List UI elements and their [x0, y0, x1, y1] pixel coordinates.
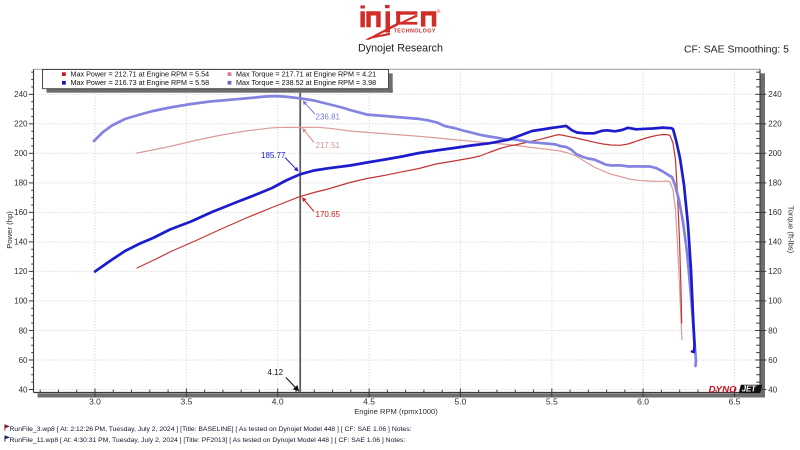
svg-text:3.0: 3.0 [89, 397, 101, 407]
svg-text:Max Power = 212.71 at Engine R: Max Power = 212.71 at Engine RPM = 5.54 [71, 70, 210, 79]
svg-text:240: 240 [768, 90, 782, 99]
svg-text:RunFile_11.wp8 [ At: 4:30:31 P: RunFile_11.wp8 [ At: 4:30:31 PM, Tuesday… [10, 437, 406, 444]
svg-text:236.81: 236.81 [316, 113, 341, 122]
svg-text:140: 140 [768, 238, 782, 247]
svg-text:220: 220 [14, 120, 28, 129]
svg-text:5.0: 5.0 [454, 397, 466, 407]
svg-text:DYNO: DYNO [709, 385, 738, 396]
svg-text:3.5: 3.5 [180, 397, 192, 407]
svg-text:Max Torque = 217.71 at Engine: Max Torque = 217.71 at Engine RPM = 4.21 [236, 70, 376, 79]
svg-text:40: 40 [19, 385, 28, 394]
svg-text:100: 100 [14, 297, 28, 306]
svg-text:4.5: 4.5 [363, 397, 375, 407]
svg-text:6.0: 6.0 [637, 397, 649, 407]
svg-text:170.65: 170.65 [316, 210, 341, 219]
svg-text:40: 40 [768, 385, 777, 394]
svg-text:200: 200 [768, 149, 782, 158]
svg-text:Max Torque = 238.52 at Engine: Max Torque = 238.52 at Engine RPM = 3.98 [236, 78, 376, 87]
svg-text:180: 180 [14, 179, 28, 188]
svg-text:180: 180 [768, 179, 782, 188]
svg-text:Dynojet Research: Dynojet Research [358, 43, 443, 55]
svg-text:200: 200 [14, 149, 28, 158]
svg-text:100: 100 [768, 297, 782, 306]
svg-text:JET: JET [742, 385, 757, 394]
svg-text:160: 160 [14, 208, 28, 217]
svg-text:CF: SAE Smoothing: 5: CF: SAE Smoothing: 5 [684, 44, 789, 55]
svg-text:5.5: 5.5 [546, 397, 558, 407]
svg-text:80: 80 [19, 326, 28, 335]
svg-text:60: 60 [768, 356, 777, 365]
svg-text:217.51: 217.51 [316, 141, 341, 150]
svg-text:80: 80 [768, 326, 777, 335]
svg-text:Max Power = 216.73 at Engine R: Max Power = 216.73 at Engine RPM = 5.58 [71, 78, 210, 87]
svg-text:4.0: 4.0 [272, 397, 284, 407]
svg-text:Power (hp): Power (hp) [5, 211, 14, 249]
svg-text:TECHNOLOGY: TECHNOLOGY [394, 29, 436, 35]
svg-text:220: 220 [768, 120, 782, 129]
svg-text:®: ® [437, 8, 441, 15]
svg-text:Engine RPM (rpmx1000): Engine RPM (rpmx1000) [354, 407, 438, 416]
svg-text:140: 140 [14, 238, 28, 247]
svg-text:RunFile_3.wp8 [ At: 2:12:26 PM: RunFile_3.wp8 [ At: 2:12:26 PM, Tuesday,… [10, 426, 412, 433]
svg-text:6.5: 6.5 [729, 397, 741, 407]
svg-text:120: 120 [768, 267, 782, 276]
svg-text:4.12: 4.12 [268, 368, 284, 377]
svg-text:185.77: 185.77 [261, 151, 286, 160]
svg-text:120: 120 [14, 267, 28, 276]
svg-text:160: 160 [768, 208, 782, 217]
svg-text:Torque (ft-lbs): Torque (ft-lbs) [786, 206, 795, 254]
svg-text:60: 60 [19, 356, 28, 365]
svg-text:240: 240 [14, 90, 28, 99]
